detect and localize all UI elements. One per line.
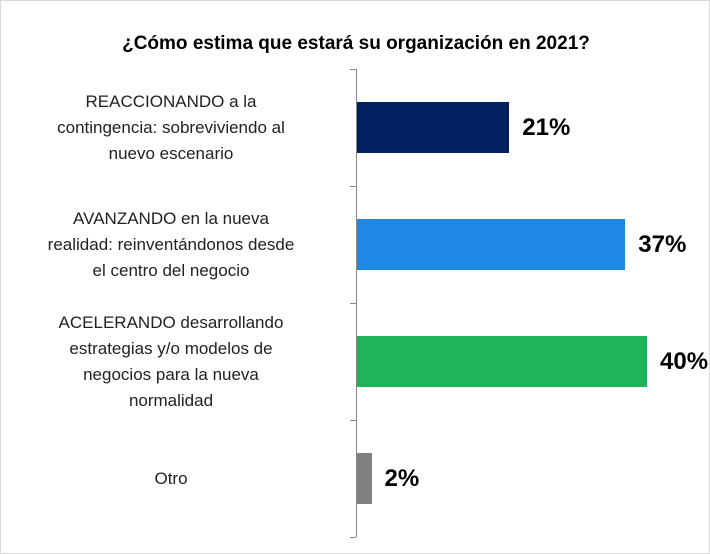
category-label: REACCIONANDO a la contingencia: sobreviv… xyxy=(57,91,285,163)
chart-title: ¿Cómo estima que estará su organización … xyxy=(122,33,590,54)
value-label: 21% xyxy=(522,113,571,141)
axis-tick xyxy=(350,537,356,538)
bar xyxy=(357,102,510,153)
value-label: 37% xyxy=(638,230,687,258)
bar xyxy=(357,453,372,504)
category-label: AVANZANDO en la nueva realidad: reinvent… xyxy=(47,208,295,280)
bar xyxy=(357,336,647,387)
value-label: 40% xyxy=(660,347,709,375)
category-label: Otro xyxy=(154,468,188,488)
axis-line xyxy=(356,69,357,537)
axis-tick xyxy=(350,303,356,304)
category-label: ACELERANDO desarrollando estrategias y/o… xyxy=(58,312,284,410)
axis-tick xyxy=(350,420,356,421)
axis-tick xyxy=(350,186,356,187)
value-label: 2% xyxy=(384,464,420,492)
bar xyxy=(357,219,626,270)
axis-tick xyxy=(350,69,356,70)
